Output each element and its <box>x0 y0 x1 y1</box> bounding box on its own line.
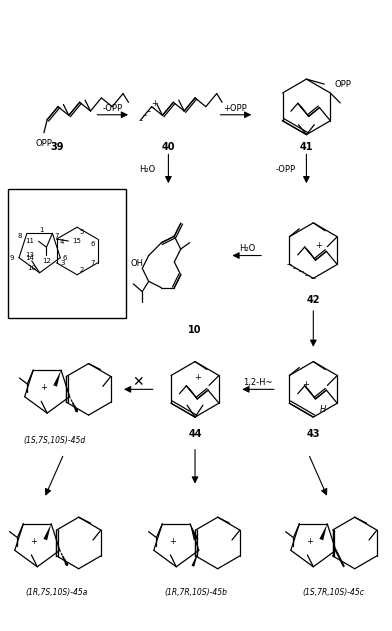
Text: -OPP: -OPP <box>102 104 122 114</box>
Text: 41: 41 <box>299 141 313 151</box>
Text: +: + <box>306 537 313 546</box>
Text: OPP: OPP <box>334 80 351 88</box>
Text: +OPP: +OPP <box>223 104 247 114</box>
Text: 42: 42 <box>307 295 320 305</box>
Text: 1,2-H~: 1,2-H~ <box>243 378 273 387</box>
Text: (1S,7S,10S)-45d: (1S,7S,10S)-45d <box>23 437 85 445</box>
Text: (1S,7R,10S)-45c: (1S,7R,10S)-45c <box>302 588 364 597</box>
Text: H₂O: H₂O <box>239 244 256 253</box>
Text: +: + <box>194 373 201 382</box>
Text: 11: 11 <box>25 239 34 244</box>
Text: H: H <box>320 404 326 414</box>
Text: H₂O: H₂O <box>139 165 156 174</box>
Text: +: + <box>315 241 322 250</box>
Text: (1R,7R,10S)-45b: (1R,7R,10S)-45b <box>165 588 227 597</box>
Polygon shape <box>319 524 327 540</box>
Text: 8: 8 <box>18 233 22 239</box>
Text: +: + <box>151 99 158 108</box>
Polygon shape <box>44 524 51 540</box>
Text: 39: 39 <box>50 141 64 151</box>
Polygon shape <box>190 524 198 541</box>
Text: 10: 10 <box>188 325 202 335</box>
Text: 10: 10 <box>28 265 37 271</box>
Text: +: + <box>302 380 309 389</box>
Text: OPP: OPP <box>35 139 52 148</box>
Text: 44: 44 <box>188 429 202 439</box>
Text: +: + <box>30 537 37 546</box>
Text: 6: 6 <box>90 241 94 247</box>
Polygon shape <box>191 550 199 567</box>
Text: +: + <box>40 384 47 392</box>
Text: 4: 4 <box>60 239 64 245</box>
Text: 6: 6 <box>62 255 67 261</box>
Text: 5: 5 <box>79 229 83 235</box>
Text: OH: OH <box>131 259 143 268</box>
Text: 15: 15 <box>73 238 81 244</box>
Text: 14: 14 <box>25 255 34 261</box>
Text: +: + <box>169 537 176 546</box>
Text: 43: 43 <box>307 429 320 439</box>
Text: -OPP: -OPP <box>276 165 296 174</box>
Text: ✕: ✕ <box>132 375 143 389</box>
Text: 12: 12 <box>42 258 51 264</box>
Text: 7: 7 <box>54 233 59 239</box>
Text: (1R,7S,10S)-45a: (1R,7S,10S)-45a <box>26 588 88 597</box>
Text: 2: 2 <box>79 267 83 273</box>
Text: 3: 3 <box>60 260 65 266</box>
Text: 13: 13 <box>25 252 34 258</box>
Polygon shape <box>53 370 61 387</box>
Text: 7: 7 <box>90 260 94 266</box>
Bar <box>8 189 126 318</box>
Text: 9: 9 <box>9 255 14 261</box>
Text: 1: 1 <box>39 227 44 233</box>
Text: 40: 40 <box>162 141 175 151</box>
